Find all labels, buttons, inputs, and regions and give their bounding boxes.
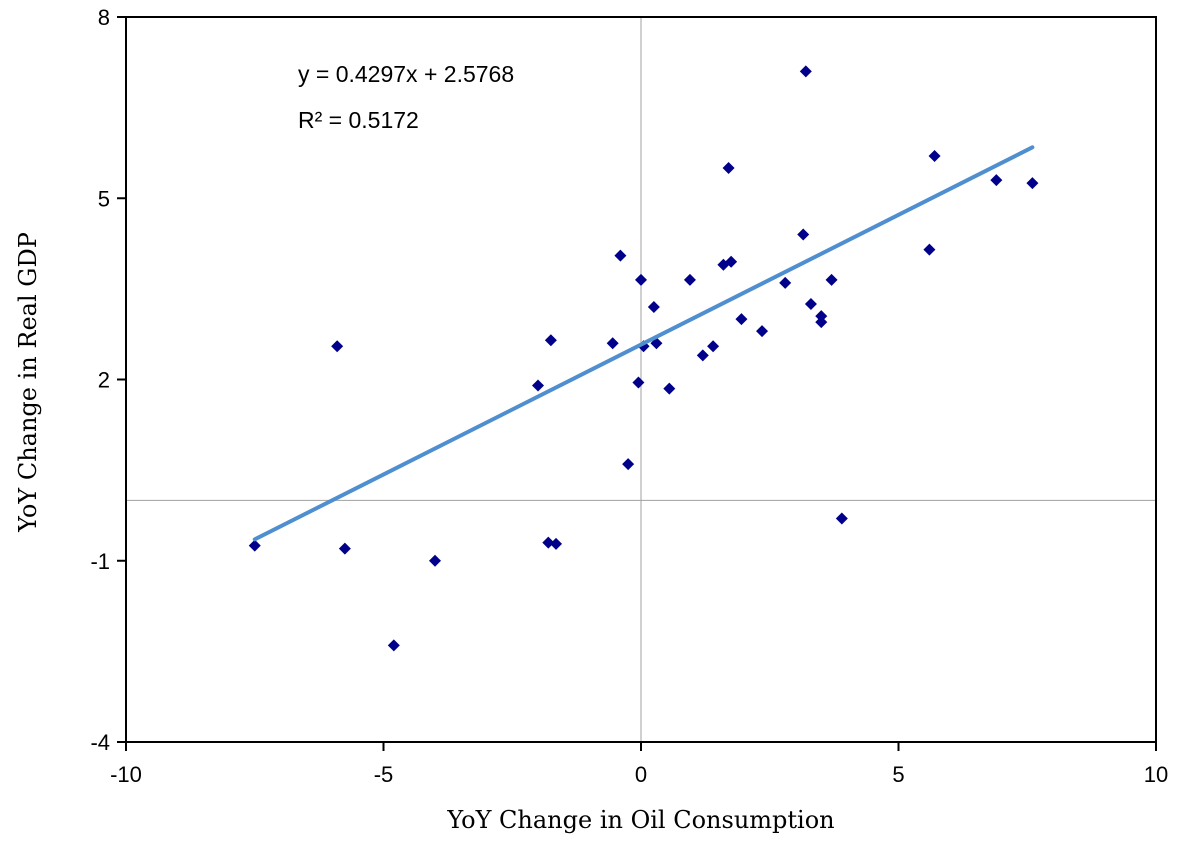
x-tick-label: -10: [110, 762, 142, 787]
y-axis-title: YoY Change in Real GDP: [14, 232, 42, 533]
data-point: [429, 554, 441, 567]
x-axis-ticks: -10 -5 0 5 10: [110, 742, 1168, 787]
data-point: [797, 228, 810, 241]
x-tick-label: -5: [374, 762, 394, 787]
data-point: [606, 337, 619, 350]
y-axis-ticks: 8 5 2 -1 -4: [90, 5, 126, 755]
data-point: [779, 276, 792, 289]
data-point: [707, 340, 720, 353]
y-tick-label: 8: [98, 5, 110, 30]
x-tick-label: 5: [892, 762, 904, 787]
data-point: [544, 334, 557, 347]
data-point: [696, 349, 709, 362]
data-point: [1026, 177, 1039, 190]
data-point: [614, 249, 627, 262]
data-points: [248, 65, 1039, 652]
data-point: [815, 316, 828, 329]
data-point: [923, 243, 936, 256]
y-tick-label: 2: [98, 368, 110, 393]
data-point: [532, 379, 544, 392]
y-tick-label: -1: [90, 549, 110, 574]
data-point: [635, 273, 647, 286]
y-tick-label: 5: [98, 186, 110, 211]
data-point: [683, 273, 696, 286]
data-point: [331, 340, 344, 353]
data-point: [632, 376, 645, 389]
trendline-group: [252, 145, 1035, 542]
data-point: [387, 639, 400, 652]
x-tick-label: 10: [1144, 762, 1168, 787]
data-point: [338, 542, 351, 555]
data-point: [735, 313, 748, 326]
data-point: [248, 539, 261, 552]
data-point: [756, 325, 769, 338]
data-point: [928, 149, 941, 162]
data-point: [647, 301, 660, 313]
data-point: [663, 382, 676, 395]
data-point: [799, 65, 812, 78]
data-point: [542, 536, 555, 549]
x-tick-label: 0: [635, 762, 647, 787]
data-point: [725, 255, 738, 268]
data-point: [622, 458, 635, 471]
r-squared-annotation: R² = 0.5172: [298, 107, 419, 133]
data-point: [825, 273, 838, 286]
x-axis-title: YoY Change in Oil Consumption: [446, 806, 834, 834]
equation-annotation: y = 0.4297x + 2.5768: [298, 61, 514, 87]
data-point: [835, 512, 848, 525]
y-tick-label: -4: [90, 730, 110, 755]
data-point: [722, 162, 735, 175]
data-point: [550, 537, 563, 550]
trendline: [252, 145, 1035, 542]
data-point: [990, 174, 1003, 187]
data-point: [815, 310, 828, 323]
data-point: [804, 297, 817, 310]
